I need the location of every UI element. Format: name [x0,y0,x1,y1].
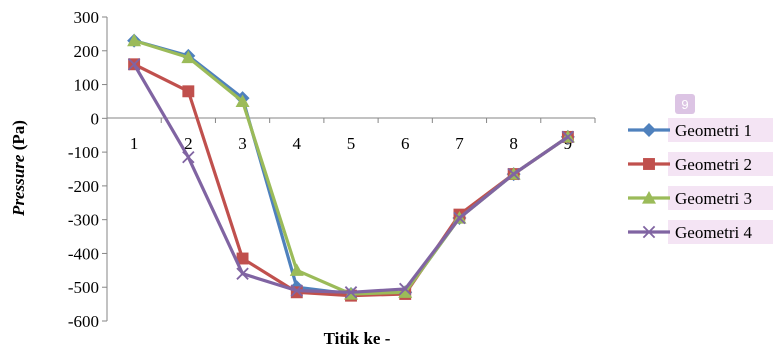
y-axis-title-italic: Pressure [9,154,28,217]
y-tick-label: -100 [68,143,99,162]
marker-x [453,211,466,225]
y-tick-label: 100 [74,76,100,95]
y-tick-label: -200 [68,177,99,196]
x-axis-title: Titik ke - [324,329,391,348]
badge-background [675,94,695,114]
marker-square [643,158,655,170]
legend-item: Geometri 4 [628,220,773,244]
series-line [132,63,569,294]
x-tick-label: 4 [293,134,302,153]
x-tick-label: 3 [238,134,247,153]
legend-label: Geometri 2 [675,155,752,174]
marker-triangle [642,191,656,204]
marker-x [127,58,141,71]
y-axis-ticks: 300 200 100 0 -100 -200 -300 -400 -500 -600 [68,8,107,331]
marker-square [182,85,195,98]
y-tick-label: -600 [68,312,99,331]
x-tick-label: 8 [509,134,518,153]
legend-item: Geometri 3 [628,186,773,210]
x-axis-ticks: 123456789 [106,118,596,153]
x-tick-label: 6 [401,134,410,153]
legend-label: Geometri 3 [675,189,752,208]
marker-square [290,286,303,299]
x-tick-label: 2 [184,134,193,153]
badge-number: 9 [681,97,688,112]
x-tick-label: 1 [130,134,139,153]
marker-x [398,282,412,296]
y-tick-label: -400 [68,244,99,263]
series-line [133,39,569,296]
legend-label-highlight [668,118,773,142]
marker-square [236,252,249,265]
marker-x [561,130,575,144]
legend-item: Geometri 1 [628,118,773,142]
marker-x [290,284,304,297]
marker-x [236,267,249,280]
marker-x [642,225,656,239]
y-axis-title: Pressure (Pa) [9,120,28,217]
legend-label-highlight [668,220,773,244]
x-tick-label: 7 [455,134,464,153]
marker-x [182,150,195,164]
legend-label: Geometri 4 [675,223,752,242]
series-4 [127,58,575,299]
y-tick-label: -500 [68,278,99,297]
marker-x [507,167,520,181]
x-tick-label: 5 [347,134,356,153]
legend: Geometri 1 Geometri 2 Geometri 3 Geometri 4… [628,94,773,244]
y-tick-label: 200 [74,42,100,61]
marker-x [344,286,358,299]
y-tick-label: 0 [91,109,100,128]
marker-triangle [289,263,304,276]
marker-triangle [127,33,142,47]
y-axis-title-unit: (Pa) [9,120,28,154]
marker-triangle [181,50,196,64]
series-line [133,39,569,296]
y-tick-label: 300 [74,8,100,27]
legend-item: Geometri 2 [628,152,773,176]
marker-triangle [235,94,250,108]
marker-triangle [398,285,413,298]
chart-axes [106,17,595,321]
series-layer [127,33,575,302]
legend-badge: 9 [675,94,695,114]
legend-label-highlight [668,186,773,210]
legend-label: Geometri 1 [675,121,752,140]
y-tick-label: -300 [68,211,99,230]
marker-diamond [642,123,656,137]
legend-label-highlight [668,152,773,176]
